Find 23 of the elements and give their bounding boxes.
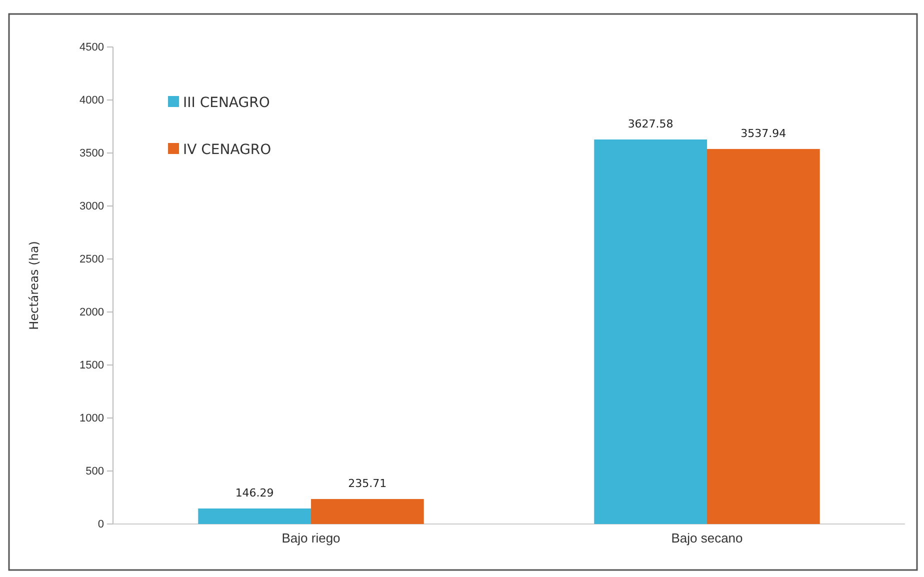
data-label: 235.71 xyxy=(348,477,387,490)
x-tick-label: Bajo secano xyxy=(671,530,743,546)
y-axis-title: Hectáreas (ha) xyxy=(27,241,41,330)
data-label: 146.29 xyxy=(235,486,274,500)
y-tick-label: 2000 xyxy=(80,306,104,319)
bar xyxy=(198,508,311,524)
data-label: 3627.58 xyxy=(628,117,674,130)
x-tick-label: Bajo riego xyxy=(282,530,340,546)
data-label: 3537.94 xyxy=(740,126,786,140)
legend-label: III CENAGRO xyxy=(183,94,270,111)
y-tick-label: 2500 xyxy=(80,254,104,266)
bar xyxy=(707,148,820,524)
y-tick-label: 1500 xyxy=(80,360,104,372)
legend-label: IV CENAGRO xyxy=(183,142,272,158)
y-tick-label: 500 xyxy=(86,466,104,478)
y-tick-label: 4500 xyxy=(80,42,104,54)
y-tick-label: 4000 xyxy=(80,94,104,107)
y-tick-label: 3000 xyxy=(80,200,104,213)
y-tick-label: 3500 xyxy=(80,148,104,160)
bar xyxy=(594,139,707,524)
bar xyxy=(311,499,424,524)
y-tick-label: 1000 xyxy=(80,412,104,425)
y-tick-label: 0 xyxy=(98,518,104,531)
